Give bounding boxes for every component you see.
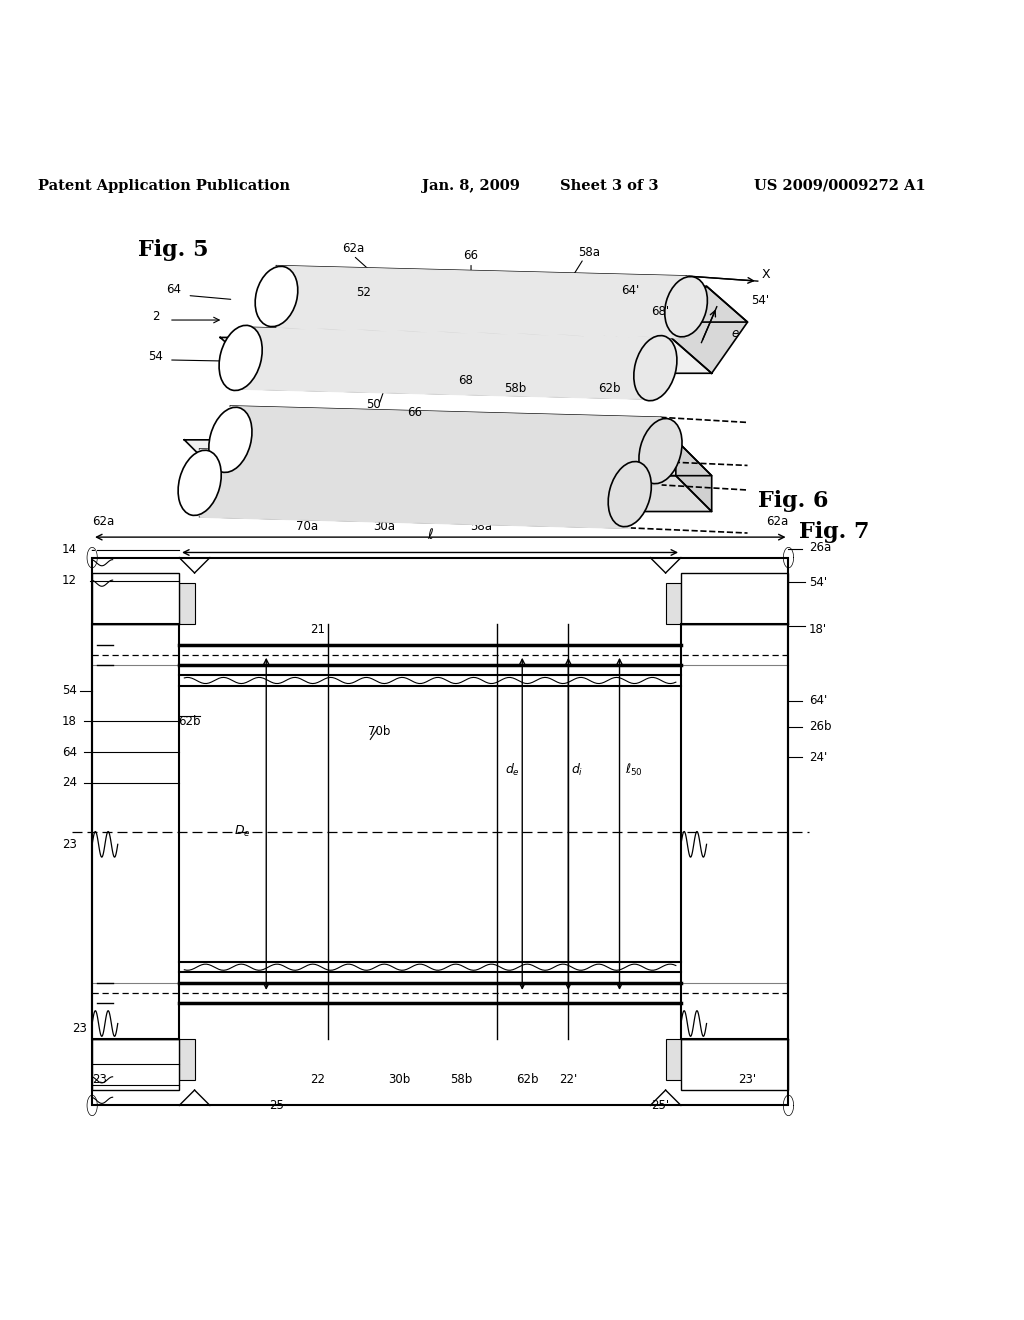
Ellipse shape xyxy=(255,267,298,326)
Text: 58b: 58b xyxy=(504,381,526,395)
Ellipse shape xyxy=(639,418,682,483)
Text: 18': 18' xyxy=(809,623,827,636)
Text: 25': 25' xyxy=(651,1100,670,1111)
Bar xyxy=(179,583,195,624)
Text: 12: 12 xyxy=(61,574,77,586)
Bar xyxy=(666,583,681,624)
Polygon shape xyxy=(517,437,614,473)
Ellipse shape xyxy=(209,408,252,473)
Ellipse shape xyxy=(608,462,651,527)
Polygon shape xyxy=(184,475,712,512)
Text: $\ell$: $\ell$ xyxy=(427,527,433,543)
Polygon shape xyxy=(420,292,589,327)
Text: 25: 25 xyxy=(269,1100,284,1111)
Text: Fig. 6: Fig. 6 xyxy=(758,490,828,512)
Text: 30b: 30b xyxy=(388,1073,411,1086)
Text: 24': 24' xyxy=(809,751,827,764)
Text: 23': 23' xyxy=(738,1073,757,1086)
Text: 66: 66 xyxy=(464,248,478,261)
Text: 14: 14 xyxy=(61,543,77,556)
Text: e: e xyxy=(731,327,739,341)
Text: 23: 23 xyxy=(92,1073,108,1086)
Text: 68: 68 xyxy=(459,374,473,387)
Polygon shape xyxy=(184,440,712,475)
Text: 64: 64 xyxy=(61,746,77,759)
Text: 18: 18 xyxy=(61,715,77,727)
Text: 58a: 58a xyxy=(470,520,493,533)
Text: 22': 22' xyxy=(559,1073,578,1086)
Text: 54': 54' xyxy=(809,576,827,589)
Text: 50: 50 xyxy=(367,399,381,411)
Bar xyxy=(681,573,788,624)
Text: L: L xyxy=(436,512,444,527)
Text: 62a: 62a xyxy=(342,243,365,256)
Text: 64': 64' xyxy=(809,694,827,708)
Polygon shape xyxy=(671,286,748,374)
Text: 58b: 58b xyxy=(450,1073,472,1086)
Text: 26b: 26b xyxy=(809,721,831,733)
Text: 22: 22 xyxy=(310,1073,325,1086)
Text: 68': 68' xyxy=(651,305,670,318)
Bar xyxy=(179,1039,195,1080)
Polygon shape xyxy=(579,333,671,368)
Bar xyxy=(92,557,788,1105)
Text: Fig. 5: Fig. 5 xyxy=(138,239,209,261)
Bar xyxy=(666,1039,681,1080)
Polygon shape xyxy=(364,437,553,473)
Bar xyxy=(92,573,179,624)
Text: 26a: 26a xyxy=(809,541,831,554)
Bar xyxy=(92,1039,179,1090)
Ellipse shape xyxy=(178,450,221,515)
Polygon shape xyxy=(553,286,650,322)
Polygon shape xyxy=(676,440,712,512)
Text: 54: 54 xyxy=(148,350,163,363)
Text: 62a: 62a xyxy=(766,515,788,528)
Text: 30a: 30a xyxy=(373,520,395,533)
Text: 64': 64' xyxy=(621,284,639,297)
Text: Fig. 7: Fig. 7 xyxy=(799,521,869,543)
Text: 23: 23 xyxy=(72,1022,87,1035)
Polygon shape xyxy=(261,286,748,322)
Text: $d_e$: $d_e$ xyxy=(505,762,519,777)
Text: 23: 23 xyxy=(61,838,77,851)
Text: 62b: 62b xyxy=(178,715,201,727)
Text: 2: 2 xyxy=(152,310,160,323)
Text: Sheet 3 of 3: Sheet 3 of 3 xyxy=(560,180,658,193)
Polygon shape xyxy=(548,475,637,512)
Polygon shape xyxy=(292,437,399,473)
Text: 58a: 58a xyxy=(578,246,600,259)
Text: Patent Application Publication: Patent Application Publication xyxy=(38,180,290,193)
Text: 64: 64 xyxy=(167,284,181,297)
Bar xyxy=(681,1039,788,1090)
Polygon shape xyxy=(220,338,712,374)
Text: 62b: 62b xyxy=(516,1073,539,1086)
Text: 70a: 70a xyxy=(296,520,318,533)
Text: 21: 21 xyxy=(310,623,325,636)
Text: 66: 66 xyxy=(408,407,422,420)
Text: 70b: 70b xyxy=(368,725,390,738)
Text: $D_e$: $D_e$ xyxy=(234,824,251,840)
Text: $\ell_{50}$: $\ell_{50}$ xyxy=(625,762,642,777)
Ellipse shape xyxy=(219,325,262,391)
Bar xyxy=(681,624,788,1039)
Text: US 2009/0009272 A1: US 2009/0009272 A1 xyxy=(754,180,926,193)
Text: 62b: 62b xyxy=(598,381,621,395)
Text: 54: 54 xyxy=(61,684,77,697)
Text: 54': 54' xyxy=(751,293,769,306)
Text: $d_i$: $d_i$ xyxy=(571,762,584,777)
Bar xyxy=(92,624,179,1039)
Ellipse shape xyxy=(665,277,708,337)
Text: 52: 52 xyxy=(356,286,371,300)
Ellipse shape xyxy=(634,335,677,401)
Text: 24: 24 xyxy=(61,776,77,789)
Text: 62a: 62a xyxy=(92,515,115,528)
Text: Jan. 8, 2009: Jan. 8, 2009 xyxy=(422,180,520,193)
Polygon shape xyxy=(358,286,456,322)
Text: X: X xyxy=(762,268,770,281)
